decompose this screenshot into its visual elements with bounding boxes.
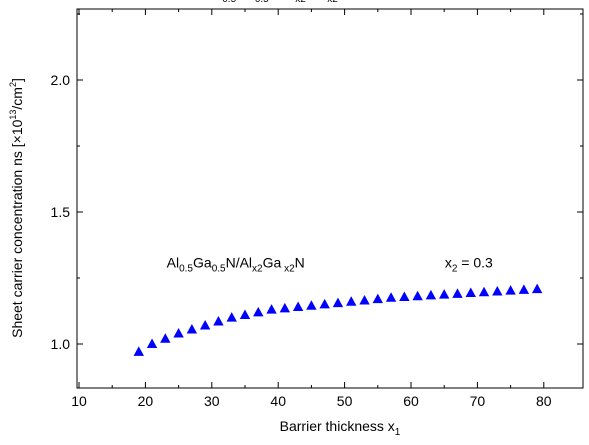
data-point: [266, 304, 277, 314]
data-point: [213, 316, 224, 326]
annotation-text: Al: [167, 254, 179, 270]
annotation-text: Ga: [193, 254, 212, 270]
data-point: [279, 302, 291, 313]
annotation-text: Ga: [236, 0, 255, 1]
data-point: [146, 338, 158, 348]
data-point: [492, 285, 503, 296]
data-point: [332, 297, 344, 308]
data-point: [372, 293, 383, 304]
y-tick-label: 1.5: [51, 204, 71, 220]
data-point: [478, 286, 490, 297]
annotation-label: Al0.5Ga0.5N/Alx2Ga x2N: [167, 254, 305, 274]
data-point: [359, 294, 370, 305]
annotation-text: N/Al: [269, 0, 295, 1]
data-point: [253, 306, 264, 317]
y-axis-label: Sheet carrier concentration ns [×1013/cm…: [8, 78, 25, 338]
data-point: [239, 309, 251, 319]
x-axis-label-sub: 1: [395, 427, 401, 438]
annotation-text: N: [295, 254, 305, 270]
annotation-text: N/Al: [226, 254, 252, 270]
y-axis-label-unit: /cm: [9, 87, 25, 110]
data-point: [452, 288, 463, 298]
annotation-subscript: x2: [252, 263, 263, 274]
data-point: [319, 298, 330, 309]
data-point: [199, 320, 211, 330]
data-point: [160, 333, 171, 343]
annotation-subscript: 0.5: [222, 0, 236, 5]
x-tick-label: 10: [71, 393, 87, 409]
x-axis-ticks: 10 20 30 40 50 60 70 80: [71, 9, 552, 409]
data-point: [399, 291, 410, 302]
annotation-subscript: x2: [281, 263, 295, 274]
annotation-label: x2 = 0.3: [445, 254, 493, 274]
plot-frame: [76, 8, 584, 389]
x-tick-label: 80: [536, 393, 552, 409]
y-tick-label: 2.0: [51, 72, 71, 88]
x-tick-label: 50: [337, 393, 353, 409]
x-axis-label: Barrier thickness x1: [280, 418, 401, 438]
data-point: [465, 287, 476, 298]
data-point: [385, 292, 397, 302]
y-axis-label-end: ]: [9, 78, 25, 82]
data-point: [425, 289, 437, 300]
annotation-text: = 0.3: [457, 254, 493, 270]
data-point: [505, 285, 516, 295]
data-point: [306, 300, 317, 310]
annotation-text: Ga: [306, 0, 325, 1]
data-point: [186, 323, 198, 334]
y-tick-label: 1.0: [51, 336, 71, 352]
annotation-subscript: x2: [324, 0, 338, 5]
annotation-subscript: 0.5: [212, 263, 226, 274]
x-tick-label: 30: [204, 393, 220, 409]
y-axis-label-exp: 13: [8, 110, 18, 120]
annotation-label: Al0.5Ga0.5N/Alx2Ga x2N: [210, 0, 348, 5]
x-tick-label: 40: [270, 393, 286, 409]
data-point: [518, 284, 530, 294]
y-axis-label-unit-exp: 2: [8, 82, 18, 87]
data-point: [531, 283, 543, 294]
series-3: [133, 283, 543, 356]
annotation-subscript: 2: [452, 263, 458, 274]
x-axis-label-main: Barrier thickness x: [280, 418, 395, 434]
x-tick-label: 70: [470, 393, 486, 409]
data-point: [292, 301, 304, 312]
annotation-text: x: [445, 254, 452, 270]
x-tick-label: 20: [138, 393, 154, 409]
data-point: [346, 296, 357, 306]
annotation-text: N: [338, 0, 348, 1]
data-point: [439, 289, 450, 299]
annotation-subscript: 0.5: [255, 0, 269, 5]
x-tick-label: 60: [403, 393, 419, 409]
data-point: [173, 327, 184, 338]
data-point: [226, 312, 237, 322]
y-axis-ticks: 1.01.52.02.53.03.5: [51, 13, 583, 352]
data-markers: [133, 283, 543, 356]
data-point: [133, 346, 144, 356]
annotation-text: Ga: [263, 254, 282, 270]
data-point: [412, 290, 423, 301]
annotation-text: Al: [210, 0, 222, 1]
y-axis-label-main: Sheet carrier concentration ns [×10: [9, 119, 25, 338]
annotation-subscript: x2: [295, 0, 306, 5]
annotation-subscript: 0.5: [179, 263, 193, 274]
